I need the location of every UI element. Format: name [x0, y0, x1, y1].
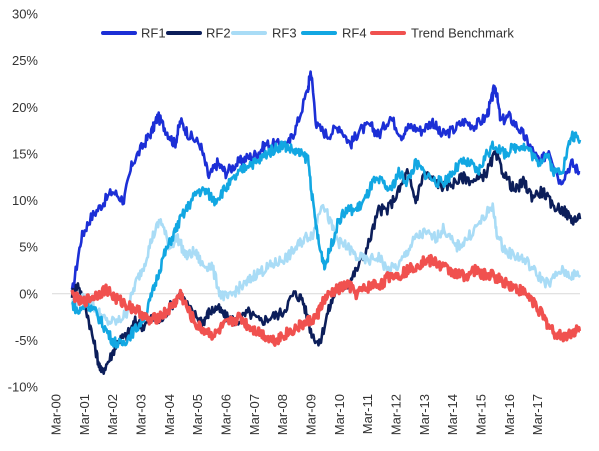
series-line-rf2	[70, 148, 582, 376]
series-line-rf1	[70, 70, 581, 290]
series-line-trend-benchmark	[70, 253, 582, 347]
legend-label: RF1	[141, 26, 166, 41]
y-tick-label: 0%	[19, 286, 38, 301]
x-tick-label: Mar-02	[105, 394, 120, 435]
legend-item: RF1	[101, 26, 166, 41]
legend-label: RF2	[206, 26, 231, 41]
x-tick-label: Mar-13	[417, 394, 432, 435]
x-tick-label: Mar-11	[360, 394, 375, 434]
x-tick-label: Mar-07	[247, 394, 262, 435]
x-tick-label: Mar-15	[473, 394, 488, 435]
x-tick-label: Mar-05	[190, 394, 205, 435]
x-tick-label: Mar-14	[445, 394, 460, 435]
series-layer	[70, 70, 582, 376]
series-line-rf3	[70, 202, 582, 326]
x-tick-label: Mar-16	[502, 394, 517, 435]
y-tick-label: 10%	[12, 193, 38, 208]
y-axis: 30% 25% 20% 15% 10% 5% 0% -5% -10%	[8, 7, 39, 395]
series-line-rf4	[71, 130, 582, 349]
x-tick-label: Mar-09	[303, 394, 318, 435]
x-tick-label: Mar-03	[133, 394, 148, 435]
legend-label: RF3	[272, 26, 297, 41]
x-tick-label: Mar-17	[530, 394, 545, 435]
y-tick-label: -10%	[8, 380, 39, 395]
y-tick-label: 30%	[12, 7, 38, 22]
x-tick-label: Mar-04	[162, 394, 177, 435]
y-tick-label: 25%	[12, 53, 38, 68]
legend-label: Trend Benchmark	[411, 26, 514, 41]
x-tick-label: Mar-10	[332, 394, 347, 435]
legend-item: RF4	[301, 26, 367, 41]
y-tick-label: 5%	[19, 240, 38, 255]
legend: RF1 RF2 RF3 RF4 Trend Benchmark	[101, 26, 514, 41]
legend-item: RF2	[166, 26, 231, 41]
legend-item: RF3	[231, 26, 297, 41]
x-tick-label: Mar-08	[275, 394, 290, 435]
y-tick-label: -5%	[15, 333, 39, 348]
x-tick-label: Mar-00	[48, 394, 63, 435]
y-tick-label: 20%	[12, 100, 38, 115]
x-tick-label: Mar-06	[218, 394, 233, 435]
x-axis: Mar-00 Mar-01 Mar-02 Mar-03 Mar-04 Mar-05 Mar-…	[48, 394, 545, 435]
x-tick-label: Mar-12	[388, 394, 403, 435]
y-tick-label: 15%	[12, 146, 38, 161]
legend-label: RF4	[342, 26, 367, 41]
x-tick-label: Mar-01	[77, 394, 92, 435]
legend-item: Trend Benchmark	[370, 26, 514, 41]
